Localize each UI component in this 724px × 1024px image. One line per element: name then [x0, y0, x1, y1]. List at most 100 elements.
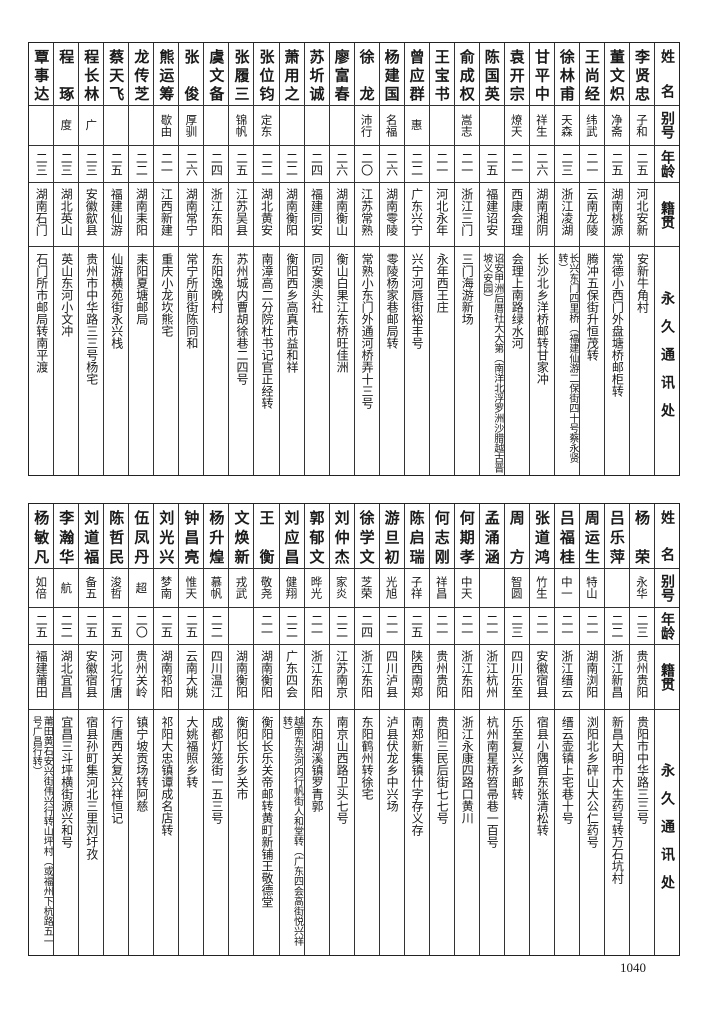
cell-age: 二三: [554, 146, 579, 184]
cell-alias: 锦帆: [229, 106, 254, 146]
person-age: 二二: [409, 151, 424, 176]
person-alias: 光旭: [384, 576, 399, 600]
person-native: 浙江三门: [459, 188, 474, 237]
person-name: 钟昌亮: [182, 510, 201, 564]
cell-age: 二五: [29, 608, 54, 646]
cell-alias: [204, 106, 229, 146]
person-column: 王尚经 纬武 二一 云南龙陵 腾冲五保街升恒茂转: [578, 43, 604, 475]
person-column: 徐龙 沛行 二〇 江苏常熟 常熟小东门外通河桥弄十三号: [353, 43, 379, 475]
cell-name: 张履三: [229, 43, 254, 106]
person-column: 张俊 厚驯 二六 湖南常宁 常宁所前街陈同和: [178, 43, 204, 475]
cell-address: 贵阳市中华路三三号: [630, 710, 654, 955]
person-alias: 纬武: [584, 113, 599, 137]
person-address: 耒阳夏塘邮局: [134, 253, 149, 326]
person-alias: 中天: [459, 576, 474, 600]
cell-alias: 梦南: [154, 569, 179, 608]
person-age: 二一: [459, 613, 474, 638]
person-age: 二二: [284, 151, 299, 176]
person-alias: 沛行: [359, 113, 374, 137]
cell-native: 四川乐至: [504, 645, 529, 711]
person-address: 乐至复兴乡邮转: [510, 716, 525, 801]
person-column: 徐学文 芝荣 二四 浙江东阳 东阳鹤州转徐宅: [353, 504, 379, 955]
person-native: 湖南衡阳: [234, 650, 249, 699]
header-label-native: 籍贯: [658, 200, 675, 229]
cell-name: 周运生: [579, 504, 604, 569]
header-cell-native: 籍贯: [654, 645, 679, 711]
person-address: 行唐西关复兴祥恒记: [109, 716, 124, 825]
cell-alias: [304, 106, 329, 146]
cell-name: 钟昌亮: [179, 504, 204, 569]
person-name: 吕乐萍: [607, 510, 626, 564]
person-column: 何期孝 中天 二一 浙江东阳 浙江永康四路口黄川: [453, 504, 479, 955]
cell-native: 湖南石门: [29, 183, 54, 248]
cell-age: 二一: [304, 608, 329, 646]
cell-name: 陈国英: [479, 43, 504, 106]
person-native: 湖北宜昌: [59, 650, 74, 699]
cell-address: 安新牛角村: [630, 247, 654, 475]
cell-native: 福建同安: [304, 183, 329, 248]
person-column: 孟涌涵 二一 浙江杭州 杭州南星桥笤帚巷一百号: [478, 504, 504, 955]
cell-alias: 厚驯: [179, 106, 204, 146]
person-age: 二二: [259, 151, 274, 176]
person-alias: 如倍: [34, 576, 49, 600]
cell-age: 二六: [179, 146, 204, 184]
cell-alias: 净斋: [604, 106, 629, 146]
cell-address: 腾冲五保街升恒茂转: [580, 247, 604, 475]
cell-name: 徐龙: [354, 43, 379, 106]
cell-address: 衡阳长乐关帝邮转黄町新铺王敬德堂: [254, 710, 278, 955]
person-native: 湖北黄安: [259, 188, 274, 237]
person-age: 二五: [34, 613, 49, 638]
cell-native: 西康会理: [504, 183, 529, 248]
person-age: 二六: [384, 151, 399, 176]
person-column: 廖富春 二六 湖南衡山 衡山白果江东桥旺佳洲: [328, 43, 354, 475]
cell-native: 江苏南京: [329, 645, 354, 711]
cell-alias: [29, 106, 54, 146]
person-alias: 子和: [634, 113, 649, 137]
cell-alias: 惟天: [179, 569, 204, 608]
person-age: 二三: [84, 151, 99, 176]
person-native: 广东四会: [284, 650, 299, 699]
cell-native: 贵州关岭: [129, 645, 154, 711]
person-name: 廖富春: [332, 49, 351, 101]
cell-age: 二二: [279, 608, 304, 646]
person-name: 文焕新: [232, 510, 251, 564]
cell-name: 甘平中: [529, 43, 554, 106]
person-alias: 戎武: [234, 576, 249, 600]
cell-address: 宿县孙町集河北三里刘圩孜: [79, 710, 103, 955]
cell-alias: 健翔: [279, 569, 304, 608]
cell-alias: [479, 106, 504, 146]
person-age: 二五: [109, 151, 124, 176]
cell-alias: 子和: [629, 106, 654, 146]
cell-alias: 歇由: [154, 106, 179, 146]
cell-alias: 备五: [79, 569, 104, 608]
cell-alias: 惠: [404, 106, 429, 146]
person-native: 湖南石门: [34, 188, 49, 237]
cell-name: 程长林: [79, 43, 104, 106]
cell-address: 大姚福照乡转: [179, 710, 203, 955]
cell-alias: 敬尧: [254, 569, 279, 608]
person-column: 刘光兴 梦南 二五 湖南祁阳 祁阳大忠镇谭成名店转: [153, 504, 179, 955]
person-alias: 竹生: [534, 576, 549, 600]
person-name: 袁开宗: [507, 49, 526, 101]
person-age: 二三: [634, 613, 649, 638]
person-column: 刘应昌 健翔 二二 广东四会 越南东京河内行帆街人和堂转（广东四会高街悦兴祥转）: [278, 504, 304, 955]
cell-alias: 中天: [454, 569, 479, 608]
person-address: 宿县小隅首东张清松转: [535, 716, 550, 837]
cell-age: 二六: [529, 146, 554, 184]
person-name: 周运生: [582, 510, 601, 564]
person-column: 张道鸿 竹生 二一 安徽宿县 宿县小隅首东张清松转: [528, 504, 554, 955]
person-native: 四川乐至: [509, 650, 524, 699]
person-native: 云南大姚: [184, 650, 199, 699]
person-age: 二一: [434, 613, 449, 638]
cell-name: 董文炽: [604, 43, 629, 106]
cell-address: 新昌大明市大生药号转万石坑村: [605, 710, 629, 955]
cell-name: 何志刚: [429, 504, 454, 569]
person-name: 郭郁文: [307, 510, 326, 564]
cell-age: 二一: [429, 146, 454, 184]
cell-age: 二二: [604, 608, 629, 646]
person-native: 安徽宿县: [84, 650, 99, 699]
person-address: 长兴东门四里桥（福建仙游二保街四十号蔡永贤转）: [555, 253, 578, 464]
person-alias: 度: [59, 119, 74, 131]
cell-age: 二二: [329, 608, 354, 646]
cell-alias: 超: [129, 569, 154, 608]
